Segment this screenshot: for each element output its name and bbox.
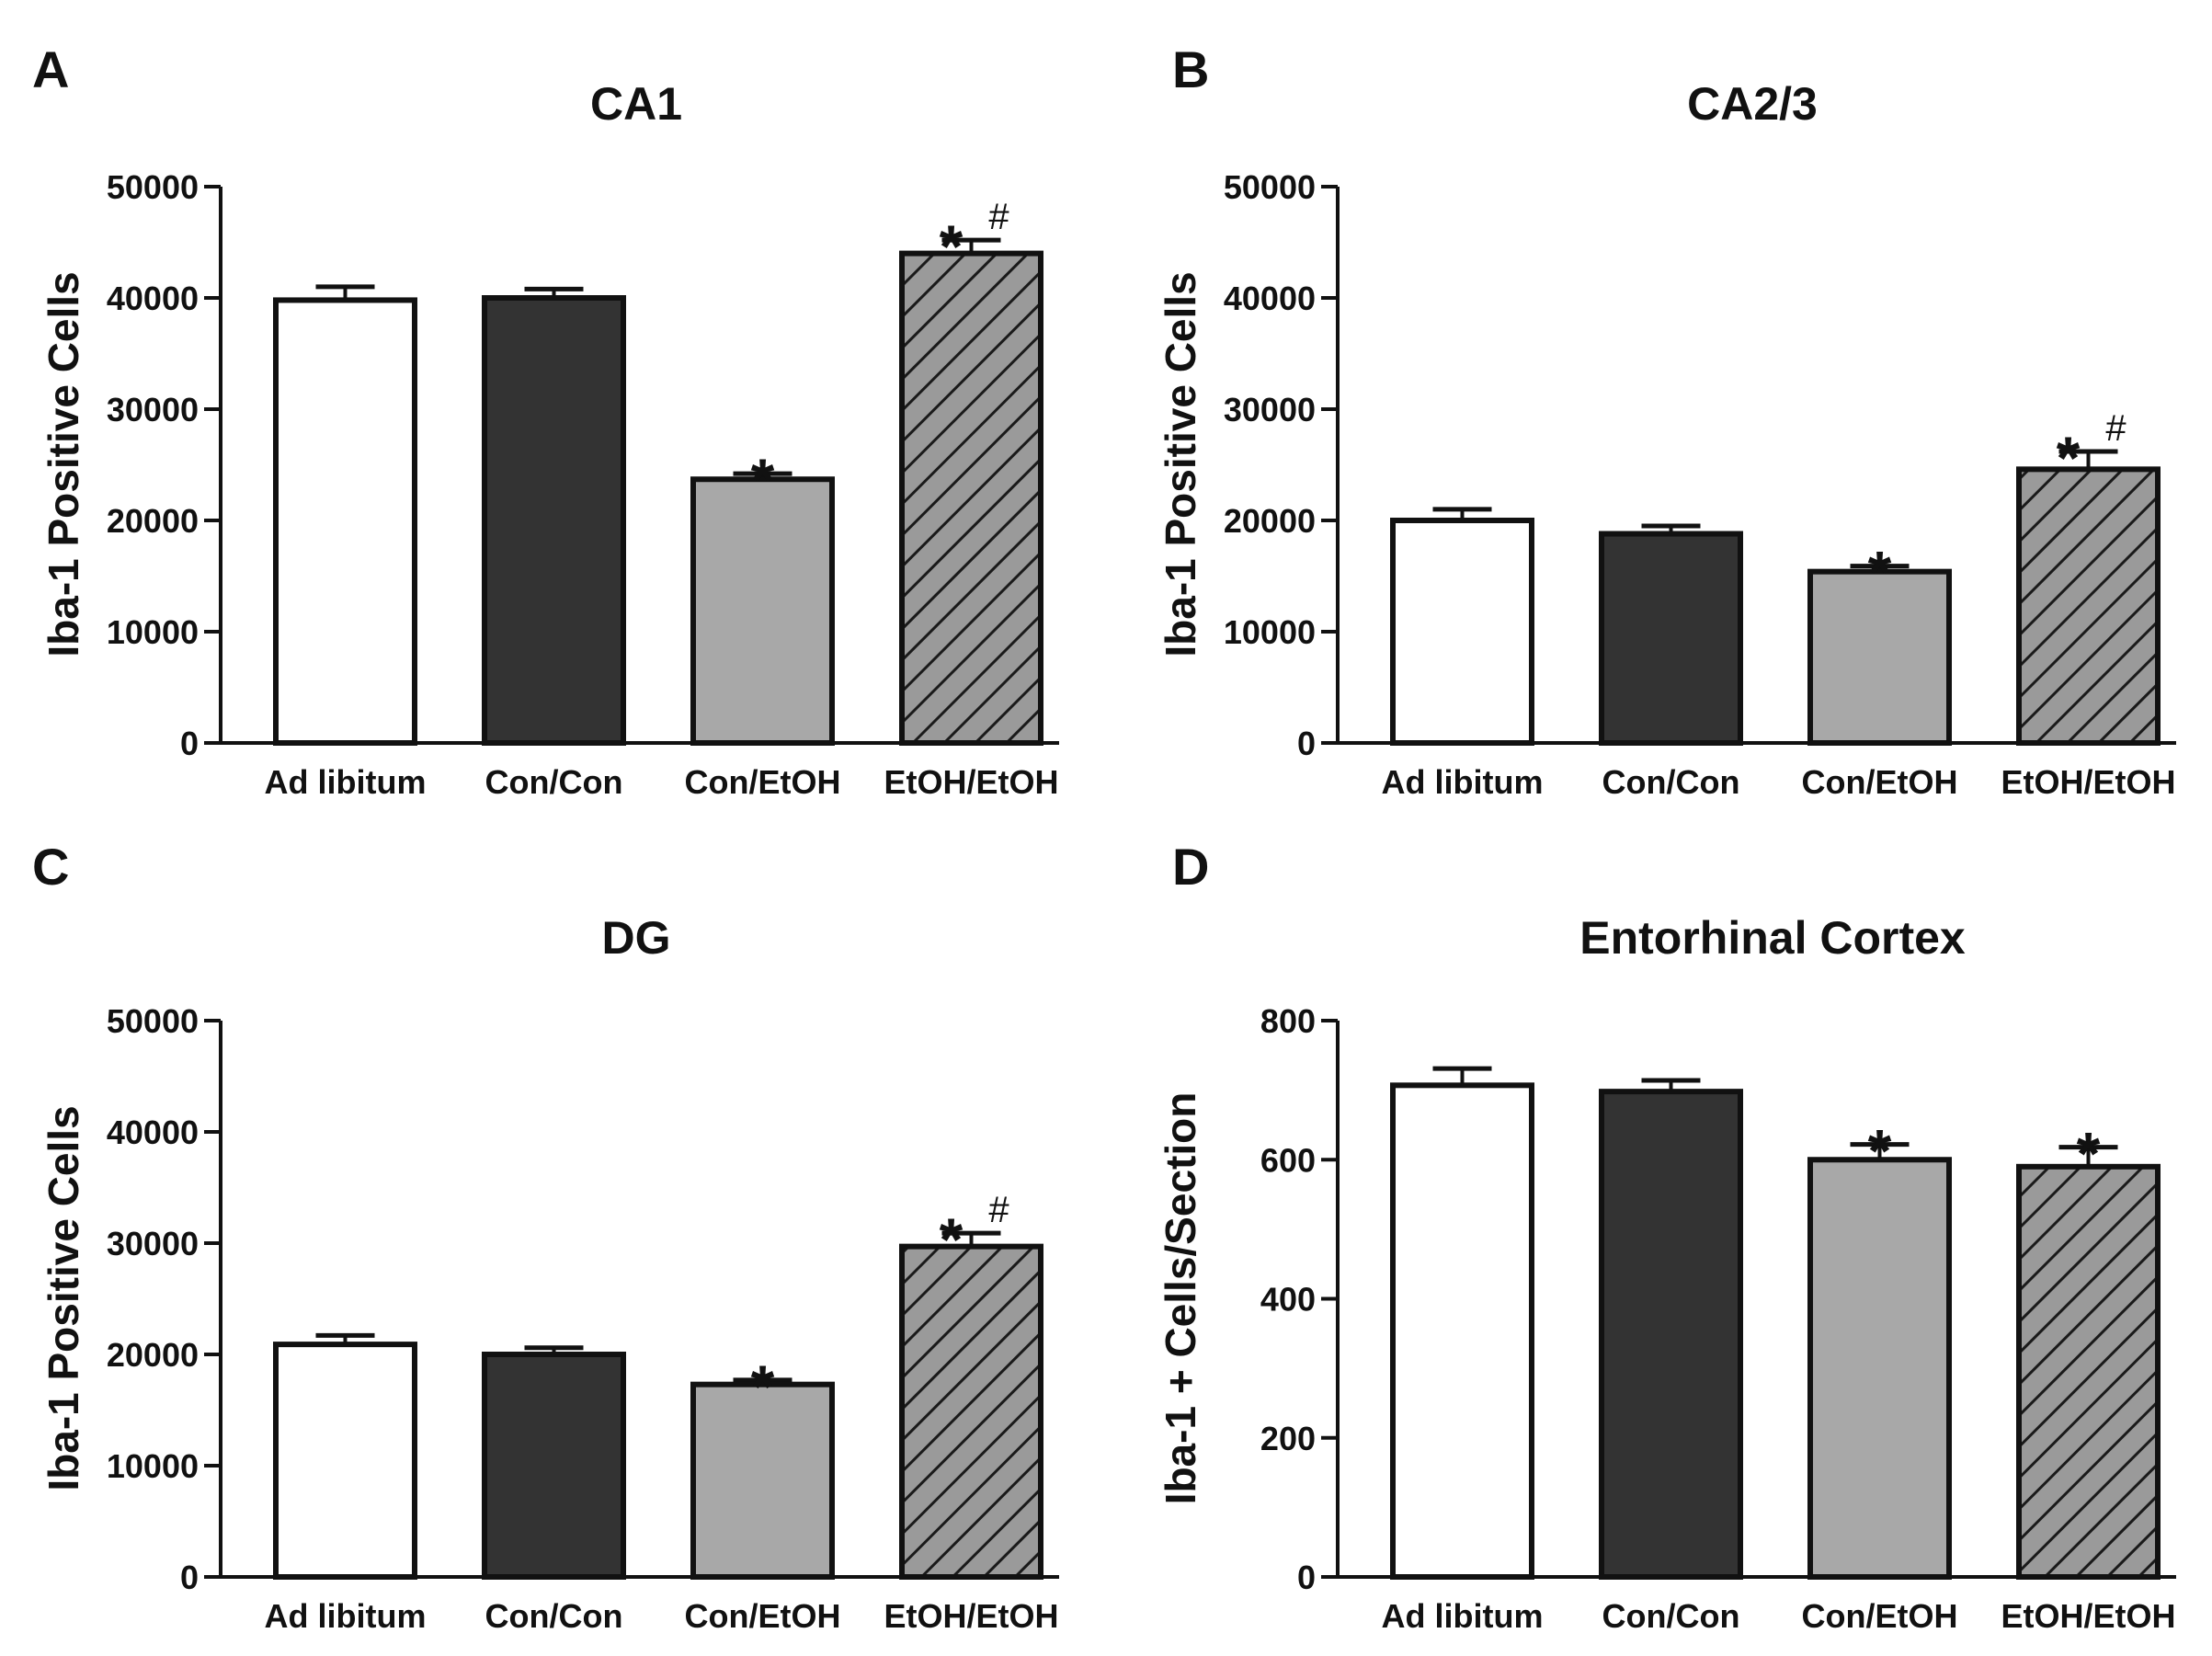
significance-star: *: [751, 446, 775, 514]
x-category-label: Ad libitum: [265, 1597, 427, 1635]
bar-con-etoh: [1807, 1157, 1952, 1580]
x-category-label: EtOH/EtOH: [2001, 763, 2175, 801]
bar-etoh-etoh: [899, 250, 1043, 747]
x-category-label: Ad libitum: [265, 763, 427, 801]
y-tick-label: 30000: [107, 1225, 199, 1262]
plot-area: 0 200 400 600 800 Ad libitum Con/Con Con/EtOH Et…: [1260, 1002, 2176, 1635]
y-tick-label: 200: [1260, 1420, 1316, 1457]
bar-etoh-etoh: [2016, 1163, 2161, 1580]
x-category-label: Ad libitum: [1382, 1597, 1544, 1635]
panel-b: B CA2/3 Iba-1 Positive Cells 0 10000 20000…: [1157, 40, 2176, 801]
y-tick-label: 20000: [107, 1336, 199, 1374]
significance-star: *: [2077, 1120, 2101, 1188]
bar-con-etoh: [690, 476, 835, 746]
plot-area: 0 10000 20000 30000 40000 50000 Ad libitum Con/…: [107, 1002, 1059, 1635]
panel-letter: B: [1172, 40, 1209, 98]
x-category-label: Con/Con: [1602, 763, 1740, 801]
x-category-label: Con/Con: [485, 1597, 623, 1635]
x-category-label: Con/EtOH: [685, 763, 841, 801]
panel-c: C DG Iba-1 Positive Cells 0 10000 20000 300…: [32, 838, 1059, 1635]
significance-hash: #: [988, 197, 1009, 237]
y-tick-label: 50000: [107, 1002, 199, 1040]
y-tick-label: 400: [1260, 1281, 1316, 1319]
y-tick-label: 30000: [107, 391, 199, 428]
bar-con-etoh: [1807, 568, 1952, 746]
y-tick-label: 10000: [107, 1447, 199, 1485]
x-category-label: Con/Con: [1602, 1597, 1740, 1635]
panel-letter: C: [32, 838, 69, 896]
y-axis-label: Iba-1 + Cells/Section: [1157, 1092, 1204, 1505]
y-tick-label: 20000: [1224, 502, 1316, 540]
panel-a: A CA1 Iba-1 Positive Cells 0 10000 20000 30…: [32, 40, 1059, 801]
bar-con-con: [1599, 531, 1743, 747]
bar-etoh-etoh: [2016, 466, 2161, 746]
y-tick-label: 40000: [107, 280, 199, 317]
x-category-label: Con/EtOH: [1802, 763, 1958, 801]
y-tick-label: 800: [1260, 1002, 1316, 1040]
y-tick-label: 0: [1297, 1559, 1316, 1596]
x-category-label: Con/EtOH: [1802, 1597, 1958, 1635]
y-tick-label: 0: [180, 725, 199, 762]
y-tick-label: 600: [1260, 1141, 1316, 1179]
y-tick-label: 10000: [1224, 613, 1316, 651]
x-category-label: EtOH/EtOH: [884, 1597, 1058, 1635]
significance-hash: #: [988, 1190, 1009, 1230]
bar-ad-libitum: [1390, 1082, 1534, 1581]
plot-area: 0 10000 20000 30000 40000 50000 Ad libitum Con/…: [1224, 168, 2176, 801]
chart-title: CA1: [590, 78, 682, 130]
x-category-label: EtOH/EtOH: [2001, 1597, 2175, 1635]
plot-area: 0 10000 20000 30000 40000 50000 Ad libitum Con/…: [107, 168, 1059, 801]
chart-title: DG: [602, 912, 671, 964]
significance-star: *: [940, 212, 963, 280]
chart-title: CA2/3: [1687, 78, 1818, 130]
bar-con-etoh: [690, 1381, 835, 1581]
y-tick-label: 40000: [1224, 280, 1316, 317]
bar-ad-libitum: [273, 1342, 417, 1580]
bar-con-con: [482, 295, 626, 746]
panel-letter: A: [32, 40, 69, 98]
y-tick-label: 50000: [107, 168, 199, 206]
significance-star: *: [2057, 424, 2081, 492]
significance-hash: #: [2105, 408, 2126, 449]
y-tick-label: 50000: [1224, 168, 1316, 206]
y-axis-label: Iba-1 Positive Cells: [40, 271, 87, 657]
bar-etoh-etoh: [899, 1243, 1043, 1580]
y-tick-label: 30000: [1224, 391, 1316, 428]
panel-letter: D: [1172, 838, 1209, 896]
panel-d: D Entorhinal Cortex Iba-1 + Cells/Sectio…: [1157, 838, 2176, 1635]
x-category-label: Con/Con: [485, 763, 623, 801]
chart-title: Entorhinal Cortex: [1579, 912, 1966, 964]
y-axis-label: Iba-1 Positive Cells: [40, 1105, 87, 1490]
bar-con-con: [1599, 1089, 1743, 1580]
bar-ad-libitum: [273, 297, 417, 746]
x-category-label: Con/EtOH: [685, 1597, 841, 1635]
x-category-label: EtOH/EtOH: [884, 763, 1058, 801]
y-tick-label: 40000: [107, 1114, 199, 1151]
y-axis-label: Iba-1 Positive Cells: [1157, 271, 1204, 657]
y-tick-label: 10000: [107, 613, 199, 651]
bar-ad-libitum: [1390, 518, 1534, 746]
significance-star: *: [1868, 539, 1892, 607]
y-tick-label: 0: [180, 1559, 199, 1596]
x-category-label: Ad libitum: [1382, 763, 1544, 801]
bar-con-con: [482, 1352, 626, 1580]
y-tick-label: 20000: [107, 502, 199, 540]
significance-star: *: [940, 1205, 963, 1273]
significance-star: *: [1868, 1117, 1892, 1185]
y-tick-label: 0: [1297, 725, 1316, 762]
significance-star: *: [751, 1353, 775, 1421]
